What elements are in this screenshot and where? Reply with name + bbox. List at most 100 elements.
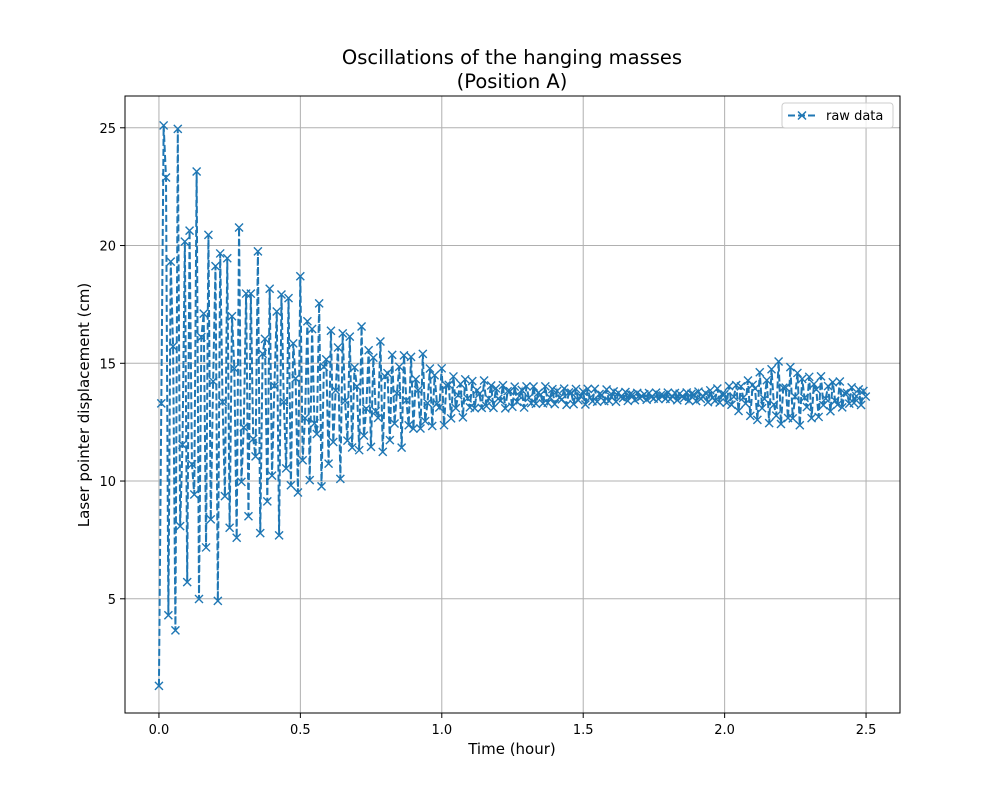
data-point-marker [175, 521, 185, 531]
data-point-marker [192, 167, 202, 177]
data-point-marker [771, 411, 781, 421]
data-point-marker [536, 390, 546, 400]
data-point-marker [825, 406, 835, 416]
data-point-marker [686, 389, 696, 399]
data-point-marker [312, 429, 322, 439]
data-point-marker [425, 364, 435, 374]
data-point-marker [861, 392, 871, 402]
data-point-marker [215, 248, 225, 258]
data-point-marker [182, 577, 192, 587]
data-point-marker [736, 381, 746, 391]
data-point-marker [602, 385, 612, 395]
data-point-marker [206, 514, 216, 524]
data-point-marker [776, 419, 786, 429]
data-point-marker [656, 390, 666, 400]
data-point-marker [154, 681, 164, 691]
data-point-marker [840, 388, 850, 398]
data-point-marker [531, 399, 541, 409]
data-point-marker [187, 459, 197, 469]
x-tick-label: 1.5 [573, 723, 594, 738]
data-point-marker [305, 475, 315, 485]
data-point-marker [512, 397, 522, 407]
data-point-marker [361, 404, 371, 414]
x-tick-label: 0.0 [149, 723, 170, 738]
data-point-marker [481, 401, 491, 411]
chart-title-line-1: Oscillations of the hanging masses [342, 46, 682, 69]
data-point-marker [272, 307, 282, 317]
data-point-marker [851, 391, 861, 401]
data-point-marker [357, 322, 367, 331]
data-point-marker [156, 398, 166, 408]
data-point-marker [159, 120, 169, 130]
data-point-marker [463, 393, 473, 403]
data-point-marker [759, 394, 769, 404]
data-point-marker [592, 397, 602, 407]
data-point-marker [166, 257, 176, 267]
data-point-marker [168, 341, 178, 351]
data-point-marker [243, 511, 253, 521]
data-point-marker [642, 395, 652, 405]
data-point-marker [347, 442, 357, 452]
data-point-marker [229, 363, 239, 373]
data-point-marker [726, 400, 736, 410]
data-point-marker [236, 477, 246, 487]
data-point-marker [269, 381, 279, 391]
data-point-marker [189, 490, 199, 500]
data-point-marker [550, 399, 560, 409]
data-point-marker [510, 382, 520, 392]
data-point-marker [298, 455, 308, 465]
data-point-marker [340, 396, 350, 406]
x-tick-label: 0.5 [290, 723, 311, 738]
data-point-marker [467, 376, 477, 386]
data-point-marker [437, 363, 447, 373]
data-point-marker [496, 396, 506, 406]
data-point-marker [847, 382, 857, 392]
data-point-marker [583, 384, 593, 394]
data-point-marker [580, 400, 590, 410]
legend-entry-raw-data: raw data [826, 109, 883, 124]
data-point-marker [291, 373, 301, 383]
data-point-marker [630, 395, 640, 405]
data-point-marker [715, 397, 725, 407]
data-point-marker [833, 400, 842, 410]
data-point-marker [543, 398, 553, 408]
data-point-marker [262, 496, 272, 506]
data-point-marker [203, 230, 213, 240]
data-point-marker [225, 523, 235, 533]
data-point-marker [524, 393, 534, 403]
data-point-marker [625, 389, 635, 399]
data-point-marker [324, 459, 334, 469]
data-point-marker [778, 383, 788, 393]
data-point-marker [415, 424, 425, 433]
data-point-marker [371, 406, 381, 416]
data-point-marker [284, 293, 294, 303]
y-tick-label: 10 [99, 475, 116, 490]
legend-box [781, 102, 894, 129]
y-axis-label: Laser pointer displacement (cm) [75, 283, 93, 527]
data-point-marker [809, 379, 819, 389]
data-point-marker [816, 371, 826, 381]
data-point-marker [453, 390, 463, 400]
data-point-marker [724, 381, 734, 391]
data-point-marker [738, 393, 748, 403]
data-point-marker [460, 374, 470, 384]
data-point-marker [540, 381, 550, 391]
data-point-marker [413, 385, 423, 395]
data-point-marker [401, 395, 411, 405]
data-point-marker [218, 397, 228, 407]
data-point-marker [265, 284, 275, 294]
data-point-marker [769, 400, 779, 410]
data-point-marker [576, 391, 586, 401]
data-point-marker [719, 389, 729, 399]
data-point-marker [632, 388, 642, 398]
data-point-marker [774, 357, 784, 367]
data-point-marker [547, 384, 557, 394]
data-point-marker [477, 403, 487, 413]
data-point-marker [260, 334, 270, 344]
data-point-marker [227, 311, 237, 321]
data-point-marker [300, 413, 310, 423]
data-point-marker [423, 398, 433, 408]
data-point-marker [800, 393, 810, 403]
data-point-marker [326, 326, 336, 336]
data-point-marker [792, 368, 802, 378]
